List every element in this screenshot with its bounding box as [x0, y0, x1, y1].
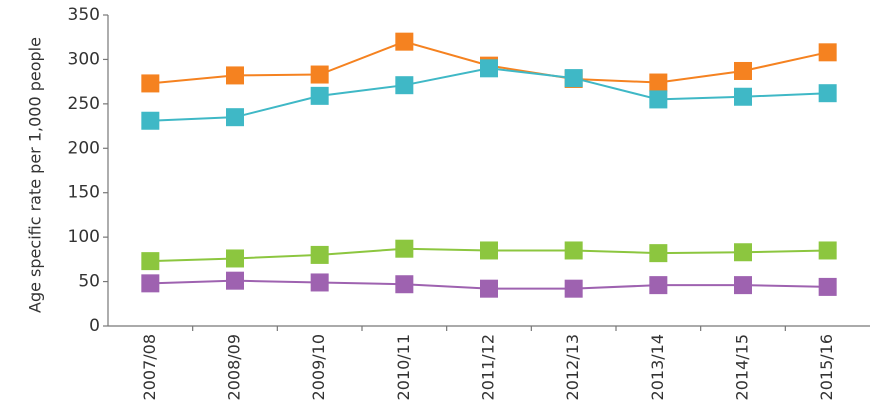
marker — [818, 84, 837, 103]
marker — [141, 111, 160, 130]
x-tick-label: 2010/11 — [394, 334, 413, 400]
marker — [310, 273, 329, 292]
marker — [226, 66, 244, 85]
marker — [480, 241, 498, 260]
y-tick-label: 250 — [68, 94, 100, 114]
x-tick-label: 2015/16 — [817, 334, 836, 400]
x-tick-label: 2013/14 — [648, 334, 667, 400]
marker — [734, 87, 752, 106]
marker — [480, 279, 498, 298]
y-tick-label: 100 — [68, 227, 100, 247]
y-tick-label: 300 — [68, 49, 100, 69]
marker — [141, 274, 160, 293]
marker — [226, 271, 244, 290]
x-tick-label: 2011/12 — [479, 334, 498, 400]
marker — [310, 245, 329, 264]
marker — [734, 61, 752, 80]
marker — [226, 249, 244, 268]
x-tick-label: 2007/08 — [140, 334, 159, 400]
marker — [395, 76, 414, 95]
marker — [141, 74, 160, 93]
marker — [818, 43, 837, 62]
marker — [649, 73, 668, 92]
marker — [734, 243, 752, 262]
y-tick-label: 0 — [89, 316, 100, 336]
marker — [818, 241, 837, 260]
x-tick-label: 2012/13 — [563, 334, 582, 400]
marker — [564, 279, 583, 298]
marker — [734, 276, 752, 295]
marker — [480, 59, 498, 78]
marker — [564, 69, 583, 88]
marker — [395, 32, 414, 51]
y-axis-label: Age specific rate per 1,000 people — [26, 37, 45, 313]
y-tick-label: 150 — [68, 183, 100, 203]
marker — [395, 239, 414, 258]
y-tick-label: 50 — [78, 272, 100, 292]
marker — [649, 276, 668, 295]
marker — [310, 65, 329, 84]
marker — [310, 86, 329, 105]
x-tick-label: 2008/09 — [225, 334, 244, 400]
marker — [395, 275, 414, 294]
marker — [141, 252, 160, 271]
marker — [818, 277, 837, 296]
marker — [564, 241, 583, 260]
marker — [226, 108, 244, 127]
x-tick-label: 2009/10 — [309, 334, 328, 400]
y-tick-label: 350 — [68, 5, 100, 25]
y-tick-label: 200 — [68, 138, 100, 158]
marker — [649, 90, 668, 109]
x-tick-label: 2014/15 — [733, 334, 752, 400]
marker — [649, 244, 668, 263]
